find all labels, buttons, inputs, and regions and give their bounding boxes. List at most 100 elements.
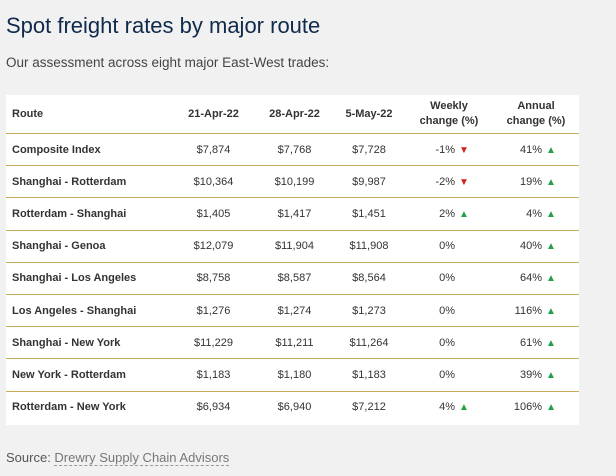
page-subtitle: Our assessment across eight major East-W… (6, 55, 329, 70)
up-arrow-icon: ▲ (457, 402, 471, 413)
route-name: Shanghai - Rotterdam (6, 166, 171, 198)
header-annual-line2: change (%) (507, 115, 566, 127)
rate-date-2: $1,180 (256, 359, 333, 391)
header-annual-change: Annual change (%) (493, 95, 579, 134)
rate-date-2: $1,417 (256, 198, 333, 230)
weekly-change-cell: 4% ▲ (405, 391, 493, 423)
weekly-change-value: -2% (427, 176, 455, 188)
rate-date-2: $6,940 (256, 391, 333, 423)
up-arrow-icon: ▲ (544, 241, 558, 252)
route-name: Los Angeles - Shanghai (6, 294, 171, 326)
weekly-change-value: 0% (427, 369, 455, 381)
header-date-1: 21-Apr-22 (171, 95, 256, 134)
route-name: Rotterdam - Shanghai (6, 198, 171, 230)
up-arrow-icon: ▲ (544, 209, 558, 220)
freight-rates-table: Route 21-Apr-22 28-Apr-22 5-May-22 Weekl… (6, 95, 579, 423)
annual-change-value: 41% (514, 144, 542, 156)
header-annual-line1: Annual (517, 100, 554, 112)
weekly-change-cell: 0%▲ (405, 294, 493, 326)
weekly-change-value: 2% (427, 208, 455, 220)
page-title: Spot freight rates by major route (6, 13, 320, 39)
weekly-change-value: 0% (427, 272, 455, 284)
source-link[interactable]: Drewry Supply Chain Advisors (54, 450, 229, 466)
annual-change-value: 39% (514, 369, 542, 381)
route-name: Shanghai - New York (6, 327, 171, 359)
rate-date-1: $1,183 (171, 359, 256, 391)
up-arrow-icon: ▲ (544, 338, 558, 349)
up-arrow-icon: ▲ (544, 402, 558, 413)
rate-date-3: $7,212 (333, 391, 405, 423)
table-row: Shanghai - New York $11,229 $11,211 $11,264… (6, 327, 579, 359)
rate-date-3: $9,987 (333, 166, 405, 198)
down-arrow-icon: ▼ (457, 145, 471, 156)
route-name: Shanghai - Los Angeles (6, 262, 171, 294)
rate-date-1: $10,364 (171, 166, 256, 198)
annual-change-value: 116% (514, 305, 542, 317)
table-header-row: Route 21-Apr-22 28-Apr-22 5-May-22 Weekl… (6, 95, 579, 134)
annual-change-value: 106% (514, 401, 542, 413)
down-arrow-icon: ▼ (457, 177, 471, 188)
rate-date-1: $7,874 (171, 134, 256, 166)
weekly-change-value: 4% (427, 401, 455, 413)
up-arrow-icon: ▲ (544, 306, 558, 317)
table-row: Shanghai - Rotterdam $10,364 $10,199 $9,987… (6, 166, 579, 198)
rate-date-2: $11,904 (256, 230, 333, 262)
annual-change-value: 40% (514, 240, 542, 252)
annual-change-cell: 41% ▲ (493, 134, 579, 166)
weekly-change-value: 0% (427, 337, 455, 349)
rate-date-2: $1,274 (256, 294, 333, 326)
header-date-3: 5-May-22 (333, 95, 405, 134)
rate-date-3: $7,728 (333, 134, 405, 166)
table-row: Los Angeles - Shanghai $1,276 $1,274 $1,273… (6, 294, 579, 326)
weekly-change-cell: 2% ▲ (405, 198, 493, 230)
up-arrow-icon: ▲ (457, 273, 471, 284)
weekly-change-value: 0% (427, 240, 455, 252)
table-row: Shanghai - Los Angeles $8,758 $8,587 $8,564… (6, 262, 579, 294)
weekly-change-value: -1% (427, 144, 455, 156)
annual-change-value: 4% (514, 208, 542, 220)
annual-change-value: 61% (514, 337, 542, 349)
up-arrow-icon: ▲ (544, 177, 558, 188)
up-arrow-icon: ▲ (457, 209, 471, 220)
rate-date-2: $11,211 (256, 327, 333, 359)
rate-date-3: $8,564 (333, 262, 405, 294)
header-weekly-line1: Weekly (430, 100, 468, 112)
source-note: Source: Drewry Supply Chain Advisors (6, 450, 229, 465)
rate-date-3: $1,451 (333, 198, 405, 230)
up-arrow-icon: ▲ (457, 338, 471, 349)
source-prefix: Source: (6, 450, 54, 465)
rate-date-1: $11,229 (171, 327, 256, 359)
header-date-2: 28-Apr-22 (256, 95, 333, 134)
annual-change-cell: 19% ▲ (493, 166, 579, 198)
rate-date-1: $8,758 (171, 262, 256, 294)
header-weekly-change: Weekly change (%) (405, 95, 493, 134)
annual-change-value: 64% (514, 272, 542, 284)
table-row: Shanghai - Genoa$12,079$11,904$11,9080%▲… (6, 230, 579, 262)
rate-date-3: $11,908 (333, 230, 405, 262)
up-arrow-icon: ▲ (457, 306, 471, 317)
rate-date-1: $12,079 (171, 230, 256, 262)
rate-date-2: $8,587 (256, 262, 333, 294)
table-row: Composite Index $7,874 $7,768 $7,728 -1% ▼ 41%… (6, 134, 579, 166)
weekly-change-cell: 0%▲ (405, 230, 493, 262)
annual-change-cell: 61% ▲ (493, 327, 579, 359)
table-row: Rotterdam - Shanghai $1,405 $1,417 $1,451 2%… (6, 198, 579, 230)
weekly-change-cell: 0%▲ (405, 327, 493, 359)
up-arrow-icon: ▲ (544, 370, 558, 381)
header-weekly-line2: change (%) (420, 115, 479, 127)
annual-change-cell: 4% ▲ (493, 198, 579, 230)
rate-date-3: $1,183 (333, 359, 405, 391)
rate-date-1: $6,934 (171, 391, 256, 423)
route-name: Rotterdam - New York (6, 391, 171, 423)
weekly-change-cell: 0%▲ (405, 262, 493, 294)
route-name: New York - Rotterdam (6, 359, 171, 391)
up-arrow-icon: ▲ (457, 241, 471, 252)
weekly-change-value: 0% (427, 305, 455, 317)
rate-date-2: $10,199 (256, 166, 333, 198)
rate-date-2: $7,768 (256, 134, 333, 166)
rate-date-1: $1,405 (171, 198, 256, 230)
header-route: Route (6, 95, 171, 134)
route-name: Shanghai - Genoa (6, 230, 171, 262)
route-name: Composite Index (6, 134, 171, 166)
weekly-change-cell: -1% ▼ (405, 134, 493, 166)
